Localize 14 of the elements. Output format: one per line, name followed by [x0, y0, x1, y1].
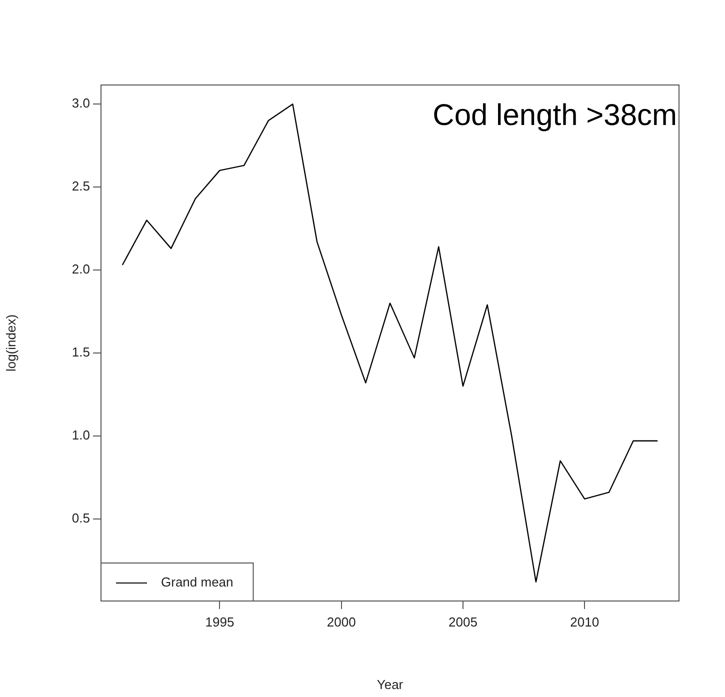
x-axis-title: Year	[376, 676, 404, 692]
y-tick-label: 3.0	[72, 96, 90, 111]
y-tick-label: 2.5	[72, 178, 90, 194]
x-tick-label: 1995	[205, 614, 234, 630]
text: Cod length >38cm	[432, 99, 677, 132]
x-tick-label: 2000	[326, 614, 356, 630]
y-tick-label: 1.5	[72, 344, 90, 360]
x-tick-label: 2010	[570, 614, 600, 630]
legend-label: Grand mean	[161, 574, 234, 590]
y-tick-label: 0.5	[72, 510, 90, 526]
y-tick-label: 2.0	[72, 262, 90, 277]
y-axis-title: log(index)	[3, 314, 18, 372]
y-tick-label: 1.0	[72, 427, 90, 442]
x-tick-label: 2005	[448, 614, 478, 630]
